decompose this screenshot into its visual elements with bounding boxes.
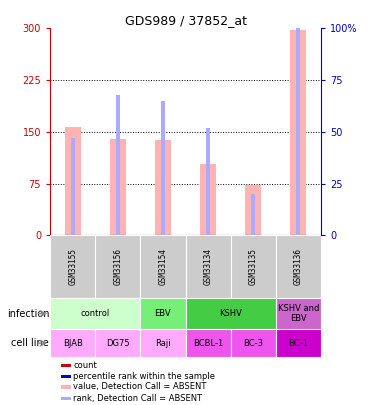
Text: DG75: DG75: [106, 339, 129, 347]
Bar: [245, 185, 261, 235]
Text: rank, Detection Call = ABSENT: rank, Detection Call = ABSENT: [73, 394, 202, 403]
Text: control: control: [81, 309, 110, 318]
Bar: [95, 235, 140, 298]
Bar: [276, 298, 321, 329]
Text: percentile rank within the sample: percentile rank within the sample: [73, 372, 215, 381]
Bar: [140, 235, 186, 298]
Bar: [110, 139, 126, 235]
Bar: [65, 127, 81, 235]
Bar: [50, 329, 95, 357]
Bar: [50, 235, 95, 298]
Bar: [140, 329, 186, 357]
Text: cell line: cell line: [12, 338, 49, 348]
Text: GSM33154: GSM33154: [158, 248, 167, 285]
Text: value, Detection Call = ABSENT: value, Detection Call = ABSENT: [73, 382, 207, 392]
Bar: [290, 30, 306, 235]
Bar: [155, 140, 171, 235]
Bar: [61, 364, 71, 367]
Bar: [116, 94, 120, 235]
Text: GSM33156: GSM33156: [113, 248, 122, 285]
Bar: [251, 194, 255, 235]
Text: BC-1: BC-1: [288, 339, 308, 347]
Text: count: count: [73, 361, 97, 370]
Bar: [200, 164, 216, 235]
Bar: [71, 138, 75, 235]
Bar: [95, 329, 140, 357]
Bar: [276, 329, 321, 357]
Bar: [276, 235, 321, 298]
Bar: [61, 375, 71, 378]
Bar: [140, 298, 186, 329]
Text: BCBL-1: BCBL-1: [193, 339, 223, 347]
Text: KSHV: KSHV: [219, 309, 242, 318]
Title: GDS989 / 37852_at: GDS989 / 37852_at: [125, 14, 246, 27]
Bar: [231, 329, 276, 357]
Text: BJAB: BJAB: [63, 339, 83, 347]
Bar: [161, 101, 165, 235]
Bar: [61, 397, 71, 400]
Bar: [50, 298, 140, 329]
Text: Raji: Raji: [155, 339, 171, 347]
Bar: [231, 235, 276, 298]
Text: GSM33134: GSM33134: [204, 248, 213, 285]
Text: GSM33135: GSM33135: [249, 248, 258, 285]
Text: EBV: EBV: [155, 309, 171, 318]
Text: infection: infection: [7, 309, 49, 319]
Bar: [186, 298, 276, 329]
Bar: [186, 235, 231, 298]
Bar: [206, 128, 210, 235]
Bar: [186, 329, 231, 357]
Text: GSM33136: GSM33136: [294, 248, 303, 285]
Text: KSHV and
EBV: KSHV and EBV: [278, 304, 319, 323]
Bar: [296, 0, 300, 235]
Text: GSM33155: GSM33155: [68, 248, 77, 285]
Text: BC-3: BC-3: [243, 339, 263, 347]
Bar: [61, 385, 71, 388]
